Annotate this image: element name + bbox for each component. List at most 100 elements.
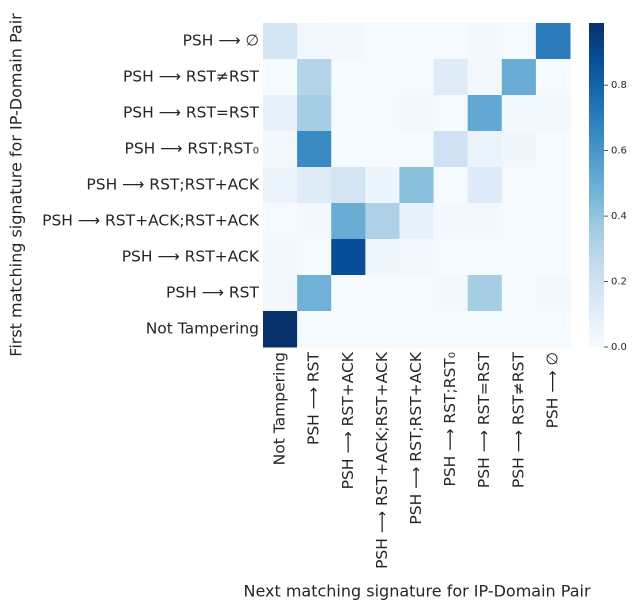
heatmap-cell (535, 167, 571, 204)
heatmap-cell (297, 167, 332, 204)
heatmap-cell (297, 95, 332, 132)
heatmap-cell (467, 311, 503, 348)
heatmap-cell (365, 23, 400, 60)
heatmap-cell (467, 59, 503, 96)
heatmap-cell (331, 203, 366, 240)
heatmap-cell (263, 95, 298, 132)
heatmap-cell (399, 203, 435, 240)
heatmap-cell (331, 311, 366, 348)
heatmap-cell (535, 23, 571, 60)
heatmap-cell (467, 203, 503, 240)
heatmap-cell (535, 131, 571, 168)
heatmap-cell (365, 203, 400, 240)
y-tick-label: PSH ⟶ RST=RST (123, 104, 260, 122)
heatmap-cell (263, 23, 298, 60)
heatmap-cell (399, 275, 435, 312)
heatmap-cell (297, 239, 332, 276)
heatmap-cell (467, 95, 503, 132)
heatmap-cell (331, 239, 366, 276)
heatmap-cell (535, 59, 571, 96)
heatmap-cell (501, 275, 537, 312)
heatmap-cell (297, 59, 332, 96)
heatmap-cell (297, 131, 332, 168)
y-tick-label: PSH ⟶ RST;RST₀ (124, 140, 259, 158)
heatmap-cell (467, 275, 503, 312)
heatmap-cell (433, 131, 469, 168)
y-tick-label: PSH ⟶ RST;RST+ACK (86, 176, 259, 194)
heatmap-cell (433, 275, 469, 312)
y-tick-label: PSH ⟶ ∅ (183, 32, 259, 50)
heatmap-cell (297, 311, 332, 348)
heatmap-cell (331, 95, 366, 132)
x-axis-label: Next matching signature for IP-Domain Pa… (243, 582, 590, 601)
y-axis-label: First matching signature for IP-Domain P… (7, 13, 26, 357)
x-tick-label: PSH ⟶ RST;RST₀ (441, 352, 459, 487)
heatmap-cell (331, 23, 366, 60)
colorbar (589, 23, 604, 347)
heatmap-cell (297, 203, 332, 240)
heatmap-cell (467, 239, 503, 276)
x-tick-label: PSH ⟶ RST=RST (475, 351, 493, 488)
heatmap-cell (467, 23, 503, 60)
heatmap-cell (263, 59, 298, 96)
x-tick-label: Not Tampering (271, 352, 289, 465)
heatmap-cell (263, 275, 298, 312)
colorbar-tick-label: 0.4 (611, 211, 627, 222)
heatmap-cell (331, 131, 366, 168)
colorbar-tick-label: 0.8 (611, 80, 627, 91)
heatmap-cell (365, 59, 400, 96)
x-tick-label: PSH ⟶ RST+ACK;RST+ACK (373, 351, 391, 569)
heatmap-cell (433, 23, 469, 60)
y-tick-label: PSH ⟶ RST+ACK (122, 248, 260, 266)
heatmap-cell (365, 275, 400, 312)
heatmap-cell (331, 59, 366, 96)
heatmap-cell (331, 275, 366, 312)
y-tick-label: PSH ⟶ RST≠RST (123, 68, 260, 86)
heatmap-cell (365, 311, 400, 348)
heatmap-cell (263, 311, 298, 348)
heatmap-cell (535, 95, 571, 132)
heatmap-cell (535, 275, 571, 312)
heatmap-cell (365, 167, 400, 204)
heatmap-cell (433, 311, 469, 348)
heatmap-cell (433, 95, 469, 132)
heatmap-cell (433, 203, 469, 240)
heatmap-cell (399, 311, 435, 348)
heatmap-cell (535, 203, 571, 240)
heatmap-cell (433, 167, 469, 204)
x-tick-label: PSH ⟶ RST+ACK (339, 351, 357, 489)
heatmap-cell (501, 131, 537, 168)
heatmap-cell (399, 23, 435, 60)
heatmap-cell (399, 59, 435, 96)
heatmap-cell (263, 131, 298, 168)
x-tick-label: PSH ⟶ RST≠RST (509, 351, 527, 488)
heatmap-cell (535, 239, 571, 276)
colorbar-tick-label: 0.0 (611, 342, 627, 353)
heatmap-cell (263, 203, 298, 240)
x-tick-label: PSH ⟶ RST (305, 351, 323, 445)
heatmap-cell (501, 311, 537, 348)
heatmap-cell (535, 311, 571, 348)
colorbar-tick-label: 0.2 (611, 277, 627, 288)
heatmap-cell (501, 203, 537, 240)
y-tick-label: Not Tampering (146, 320, 259, 338)
colorbar-tick-label: 0.6 (611, 146, 627, 157)
heatmap-cell (501, 239, 537, 276)
heatmap-cell (263, 239, 298, 276)
heatmap-cell (501, 23, 537, 60)
heatmap-cell (433, 59, 469, 96)
heatmap-cell (501, 95, 537, 132)
heatmap-cell (501, 59, 537, 96)
heatmap-cell (297, 275, 332, 312)
heatmap-cell (365, 131, 400, 168)
heatmap-cell (399, 167, 435, 204)
x-tick-label: PSH ⟶ RST;RST+ACK (407, 351, 425, 524)
y-tick-label: PSH ⟶ RST (166, 284, 260, 302)
x-tick-label: PSH ⟶ ∅ (543, 352, 561, 428)
heatmap-cell (467, 131, 503, 168)
heatmap-cell (297, 23, 332, 60)
heatmap-cell (399, 239, 435, 276)
heatmap-cell (365, 239, 400, 276)
heatmap-cell (433, 239, 469, 276)
heatmap-cell (467, 167, 503, 204)
